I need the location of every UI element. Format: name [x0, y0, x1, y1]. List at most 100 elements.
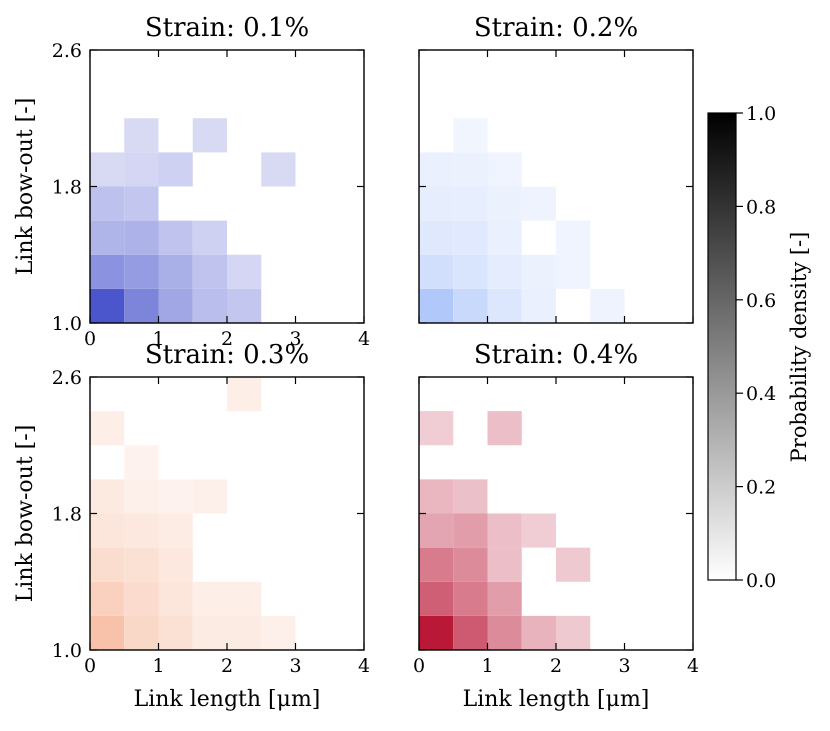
- colorbar-gradient: [707, 112, 737, 581]
- heatmap-cells: [419, 411, 591, 651]
- y-tick-label: 2.6: [52, 40, 82, 62]
- heatmap-cell: [90, 152, 125, 187]
- heatmap-cell: [453, 254, 488, 289]
- panel-4: Strain: 0.4% 0 1 2 3 4 Link length [μm]: [413, 340, 699, 712]
- heatmap-cell: [158, 288, 193, 324]
- heatmap-cell: [419, 479, 454, 514]
- x-tick-label: 1: [152, 328, 164, 350]
- colorbar-tick-label: 0.6: [746, 290, 776, 312]
- heatmap-cells: [90, 118, 296, 324]
- heatmap-cell: [124, 152, 159, 187]
- panel-title: Strain: 0.1%: [145, 13, 309, 43]
- heatmap-cell: [124, 581, 159, 616]
- heatmap-cell: [487, 288, 522, 324]
- heatmap-cell: [158, 615, 193, 651]
- y-tick-label: 2.6: [52, 367, 82, 389]
- heatmap-cell: [90, 220, 125, 255]
- heatmap-cell: [521, 288, 556, 324]
- heatmap-cell: [192, 615, 227, 651]
- colorbar-ticks: 0.0 0.2 0.4 0.6 0.8 1.0: [736, 103, 776, 592]
- heatmap-cell: [419, 581, 454, 616]
- heatmap-cell: [419, 220, 454, 255]
- heatmap-cell: [158, 479, 193, 514]
- heatmap-cell: [90, 288, 125, 324]
- panel-title: Strain: 0.4%: [474, 340, 638, 370]
- heatmap-cell: [453, 186, 488, 221]
- heatmap-cell: [419, 186, 454, 221]
- heatmap-cell: [556, 254, 591, 289]
- heatmap-cell: [419, 615, 454, 651]
- y-tick-label: 1.8: [52, 504, 82, 526]
- heatmap-cell: [124, 445, 159, 480]
- x-tick-label: 3: [618, 655, 630, 677]
- heatmap-cell: [419, 547, 454, 582]
- heatmap-cell: [192, 220, 227, 255]
- heatmap-cell: [158, 152, 193, 187]
- colorbar-tick-label: 1.0: [746, 103, 776, 125]
- heatmap-cell: [590, 288, 625, 324]
- heatmap-cell: [487, 254, 522, 289]
- heatmap-cell: [158, 581, 193, 616]
- heatmap-cell: [124, 513, 159, 548]
- colorbar-tick-label: 0.8: [746, 196, 776, 218]
- panel-3: Strain: 0.3% 0 1 2 3 4 1.0 1.8 2.6 Link length [μ…: [13, 340, 370, 712]
- heatmap-cell: [521, 513, 556, 548]
- y-tick-label: 1.8: [52, 177, 82, 199]
- heatmap-cell: [487, 411, 522, 446]
- heatmap-cell: [487, 152, 522, 187]
- panel-title: Strain: 0.3%: [145, 340, 309, 370]
- heatmap-cell: [124, 479, 159, 514]
- x-tick-label: 4: [358, 655, 370, 677]
- heatmap-cell: [227, 288, 262, 324]
- heatmap-cell: [90, 479, 125, 514]
- heatmap-cell: [124, 220, 159, 255]
- x-tick-label: 2: [550, 655, 562, 677]
- heatmap-cell: [487, 513, 522, 548]
- y-axis-label: Link bow-out [-]: [13, 98, 38, 276]
- heatmap-cell: [124, 615, 159, 651]
- x-tick-label: 4: [687, 655, 699, 677]
- heatmap-cell: [124, 118, 159, 153]
- x-tick-label: 0: [413, 655, 425, 677]
- heatmap-cell: [487, 186, 522, 221]
- x-tick-label: 4: [358, 328, 370, 350]
- heatmap-cell: [158, 254, 193, 289]
- heatmap-cell: [453, 513, 488, 548]
- colorbar: 0.0 0.2 0.4 0.6 0.8 1.0 Probability density […: [707, 103, 811, 592]
- heatmap-cell: [192, 479, 227, 514]
- heatmap-cell: [90, 581, 125, 616]
- heatmap-cell: [158, 547, 193, 582]
- heatmap-cell: [487, 220, 522, 255]
- panel-1: Strain: 0.1% 0 1 2 3 4 1.0 1.8 2.6 Link bow-out […: [13, 13, 370, 350]
- y-axis-label: Link bow-out [-]: [13, 425, 38, 603]
- colorbar-tick-label: 0.2: [746, 477, 776, 499]
- heatmap-cell: [192, 288, 227, 324]
- heatmap-cell: [227, 581, 262, 616]
- heatmap-cell: [453, 581, 488, 616]
- heatmap-cell: [521, 254, 556, 289]
- x-tick-label: 3: [289, 328, 301, 350]
- colorbar-label: Probability density [-]: [787, 232, 811, 463]
- heatmap-cell: [419, 288, 454, 324]
- x-tick-label: 2: [221, 655, 233, 677]
- panel-title: Strain: 0.2%: [474, 13, 638, 43]
- heatmap-cell: [227, 615, 262, 651]
- heatmap-cell: [419, 152, 454, 187]
- heatmap-cell: [487, 581, 522, 616]
- x-axis-label: Link length [μm]: [134, 687, 321, 712]
- x-tick-label: 1: [152, 655, 164, 677]
- heatmap-cell: [453, 288, 488, 324]
- heatmap-cells: [90, 377, 296, 651]
- x-tick-label: 0: [84, 328, 96, 350]
- x-tick-label: 0: [84, 655, 96, 677]
- heatmap-cell: [124, 254, 159, 289]
- heatmap-cell: [90, 513, 125, 548]
- heatmap-cell: [158, 220, 193, 255]
- colorbar-tick-label: 0.0: [746, 570, 776, 592]
- heatmap-cell: [124, 288, 159, 324]
- heatmap-cell: [453, 118, 488, 153]
- heatmap-cell: [90, 186, 125, 221]
- heatmap-cells: [419, 118, 625, 324]
- heatmap-cell: [556, 220, 591, 255]
